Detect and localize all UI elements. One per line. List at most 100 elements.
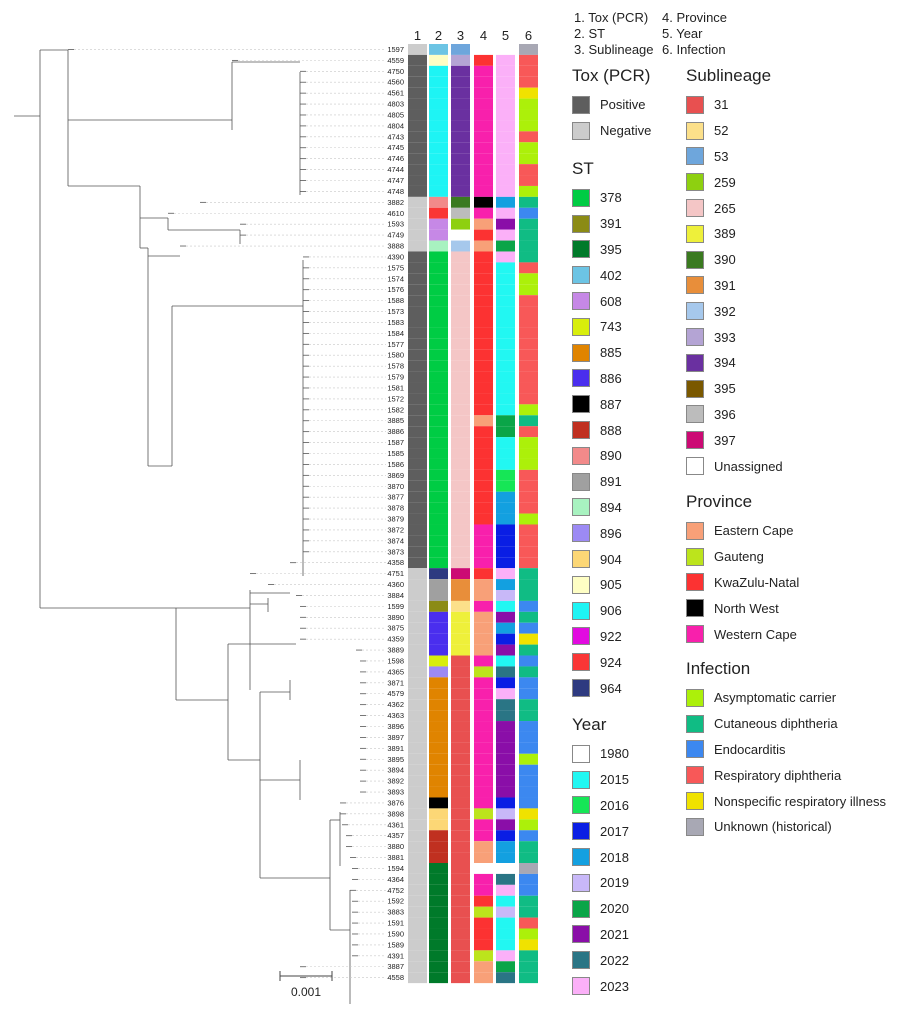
tox-legend-swatch <box>572 95 590 114</box>
heatmap-cell <box>474 764 493 776</box>
heatmap-cell <box>451 633 470 645</box>
legend-infection: Infection Asymptomatic carrier Cutaneous d… <box>686 659 886 840</box>
tip-label: 4363 <box>387 711 404 720</box>
province-legend-item: Eastern Cape <box>686 518 799 544</box>
heatmap-cell <box>474 120 493 132</box>
heatmap-cell <box>429 841 448 853</box>
heatmap-cell <box>519 731 538 743</box>
heatmap-cell <box>474 568 493 580</box>
heatmap-cell <box>451 317 470 328</box>
heatmap-cell <box>408 153 427 165</box>
heatmap-cell <box>496 622 515 634</box>
heatmap-cell <box>496 382 515 394</box>
st-legend-swatch <box>572 292 590 311</box>
heatmap-cell <box>451 131 470 143</box>
sublineage-legend-label: 395 <box>714 381 736 397</box>
st-legend-swatch <box>572 627 590 646</box>
infection-legend-swatch <box>686 792 704 811</box>
heatmap-cell <box>429 251 448 263</box>
heatmap-cell <box>519 906 538 918</box>
heatmap-cell <box>451 644 470 656</box>
column-header: 1 <box>414 28 421 43</box>
heatmap-cell <box>429 808 448 820</box>
st-legend-item: 391 <box>572 211 622 237</box>
heatmap-cell <box>496 731 515 743</box>
tip-label: 4390 <box>387 252 404 261</box>
st-legend-label: 378 <box>600 190 622 206</box>
heatmap-cell <box>474 633 493 645</box>
heatmap-cell <box>408 797 427 809</box>
st-legend-item: 890 <box>572 443 622 469</box>
heatmap-cell <box>429 513 448 525</box>
heatmap-cell <box>519 491 538 503</box>
heatmap-cell <box>496 644 515 656</box>
st-legend-item: 885 <box>572 340 622 366</box>
heatmap-cell <box>451 535 470 547</box>
heatmap-cell <box>429 109 448 121</box>
heatmap-cell <box>474 76 493 88</box>
heatmap-cell <box>429 797 448 809</box>
column-header: 5 <box>502 28 509 43</box>
heatmap-cell <box>496 786 515 798</box>
heatmap-cell <box>474 327 493 339</box>
heatmap-cell <box>429 404 448 416</box>
heatmap-cell <box>429 382 448 394</box>
heatmap-cell <box>496 327 515 339</box>
heatmap-cell <box>474 884 493 896</box>
tip-label: 3888 <box>387 242 404 251</box>
heatmap-cell <box>408 863 427 874</box>
heatmap-cell <box>474 557 493 569</box>
heatmap-cell <box>496 65 515 77</box>
tip-label: 3885 <box>387 416 404 425</box>
heatmap-cell <box>408 950 427 962</box>
heatmap-cell <box>408 120 427 132</box>
st-legend-label: 743 <box>600 319 622 335</box>
heatmap-cell <box>474 295 493 307</box>
heatmap-cell <box>519 458 538 470</box>
heatmap-cell <box>474 262 493 274</box>
heatmap-cell <box>451 448 470 459</box>
sublineage-legend-label: 259 <box>714 174 736 190</box>
sublineage-legend-item: 389 <box>686 221 783 247</box>
heatmap-cell <box>408 437 427 449</box>
heatmap-cell <box>451 120 470 132</box>
heatmap-cell <box>519 644 538 656</box>
heatmap-cell <box>496 677 515 689</box>
heatmap-cell <box>429 699 448 711</box>
scale-bar-label: 0.001 <box>291 985 321 999</box>
column-header: 2 <box>435 28 442 43</box>
st-legend-label: 924 <box>600 654 622 670</box>
heatmap-cell <box>519 950 538 962</box>
heatmap-cell <box>474 753 493 765</box>
heatmap-cell <box>474 699 493 711</box>
heatmap-cell <box>451 284 470 296</box>
heatmap-cell <box>496 306 515 317</box>
st-legend-label: 896 <box>600 525 622 541</box>
heatmap-cell <box>496 426 515 438</box>
tip-label: 4743 <box>387 132 404 141</box>
heatmap-cell <box>429 76 448 88</box>
tip-label: 1586 <box>387 460 404 469</box>
heatmap-cell <box>408 688 427 700</box>
heatmap-cell <box>496 884 515 896</box>
heatmap-cell <box>408 502 427 514</box>
heatmap-cell <box>496 950 515 962</box>
heatmap-cell <box>496 469 515 481</box>
heatmap-cell <box>496 240 515 252</box>
st-legend-swatch <box>572 653 590 672</box>
province-legend-label: Western Cape <box>714 626 797 642</box>
heatmap-cell <box>429 972 448 984</box>
year-legend-item: 2018 <box>572 844 629 870</box>
year-legend-item: 2021 <box>572 922 629 948</box>
infection-legend-label: Endocarditis <box>714 741 786 757</box>
tip-label: 4750 <box>387 67 404 76</box>
heatmap-cell <box>451 906 470 918</box>
year-legend-label: 2022 <box>600 952 629 968</box>
heatmap-cell <box>496 775 515 787</box>
province-legend-item: Western Cape <box>686 621 799 647</box>
heatmap-cell <box>496 87 515 99</box>
heatmap-cell <box>519 764 538 776</box>
tip-label: 1591 <box>387 919 404 928</box>
heatmap-cell <box>519 928 538 940</box>
heatmap-cell <box>496 251 515 263</box>
